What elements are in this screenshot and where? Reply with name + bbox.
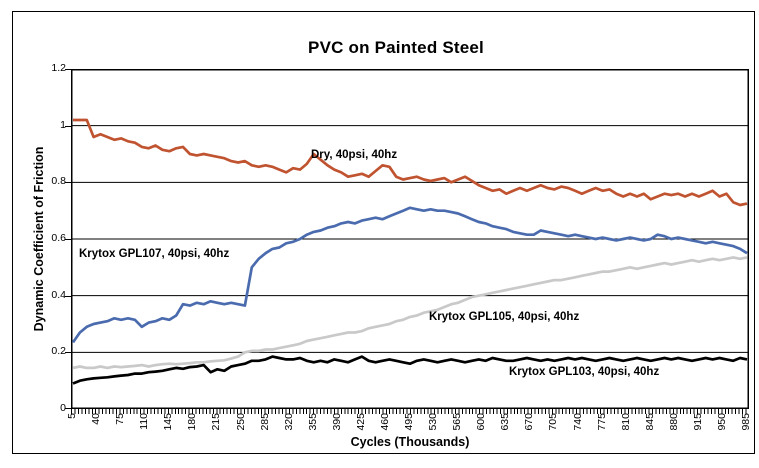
x-tick-label: 320 [282, 413, 295, 431]
y-tick-mark [65, 125, 71, 127]
y-tick-mark [65, 352, 71, 354]
y-tick-mark [65, 295, 71, 297]
x-tick-label: 110 [138, 413, 151, 430]
x-tick-label: 635 [499, 413, 512, 431]
x-tick-label: 740 [571, 413, 584, 431]
series-annotation-dry: Dry, 40psi, 40hz [311, 149, 398, 161]
y-tick-label: 1.2 [51, 62, 66, 74]
series-annotation-gpl107: Krytox GPL107, 40psi, 40hz [79, 248, 230, 260]
y-tick-mark [65, 69, 71, 70]
x-tick-label: 950 [715, 413, 728, 431]
x-axis-title: Cycles (Thousands) [350, 435, 470, 449]
y-tick-mark [65, 239, 71, 240]
x-tick-label: 565 [451, 413, 464, 431]
x-axis-tick-comb [71, 409, 749, 414]
x-tick-label: 775 [595, 413, 608, 431]
series-line-1 [71, 206, 748, 344]
x-tick-label: 285 [258, 413, 271, 431]
x-tick-label: 600 [475, 413, 488, 431]
x-tick-label: 215 [210, 413, 223, 431]
y-tick-label: 0 [60, 402, 66, 414]
x-tick-label: 180 [186, 413, 199, 431]
x-tick-label: 75 [114, 413, 127, 425]
plot-canvas [71, 69, 749, 409]
x-tick-label: 670 [523, 413, 536, 431]
y-tick-mark [65, 408, 71, 409]
x-tick-label: 5 [66, 413, 78, 419]
y-tick-label: 0.4 [51, 288, 66, 301]
x-tick-label: 705 [547, 413, 560, 431]
x-tick-label: 915 [691, 413, 704, 431]
series-line-0 [73, 118, 748, 207]
series-line-3 [72, 355, 748, 385]
y-tick-label: 0.2 [51, 345, 66, 358]
chart-figure: PVC on Painted Steel Dynamic Coefficient… [12, 11, 755, 454]
x-tick-label: 845 [643, 413, 656, 431]
y-tick-label: 1 [60, 118, 66, 131]
plot-area [71, 69, 749, 409]
plot-border [71, 69, 749, 409]
series-annotation-gpl105: Krytox GPL105, 40psi, 40hz [429, 311, 580, 323]
chart-title: PVC on Painted Steel [308, 38, 484, 57]
x-tick-label: 880 [667, 413, 680, 431]
series-annotation-gpl103: Krytox GPL103, 40psi, 40hz [509, 366, 660, 378]
x-tick-label: 425 [354, 413, 367, 431]
x-tick-label: 985 [740, 413, 752, 431]
x-tick-label: 145 [162, 413, 175, 431]
series-line-2 [72, 256, 748, 370]
x-tick-label: 460 [378, 413, 391, 431]
x-tick-label: 250 [234, 413, 247, 431]
x-tick-label: 390 [330, 413, 343, 431]
y-tick-label: 0.8 [51, 175, 66, 188]
x-tick-label: 40 [90, 413, 103, 425]
x-tick-label: 530 [427, 413, 440, 431]
y-tick-label: 0.6 [51, 232, 66, 244]
x-tick-label: 355 [306, 413, 319, 431]
x-tick-label: 495 [403, 413, 415, 431]
y-tick-mark [65, 182, 71, 184]
x-tick-label: 810 [619, 413, 632, 431]
